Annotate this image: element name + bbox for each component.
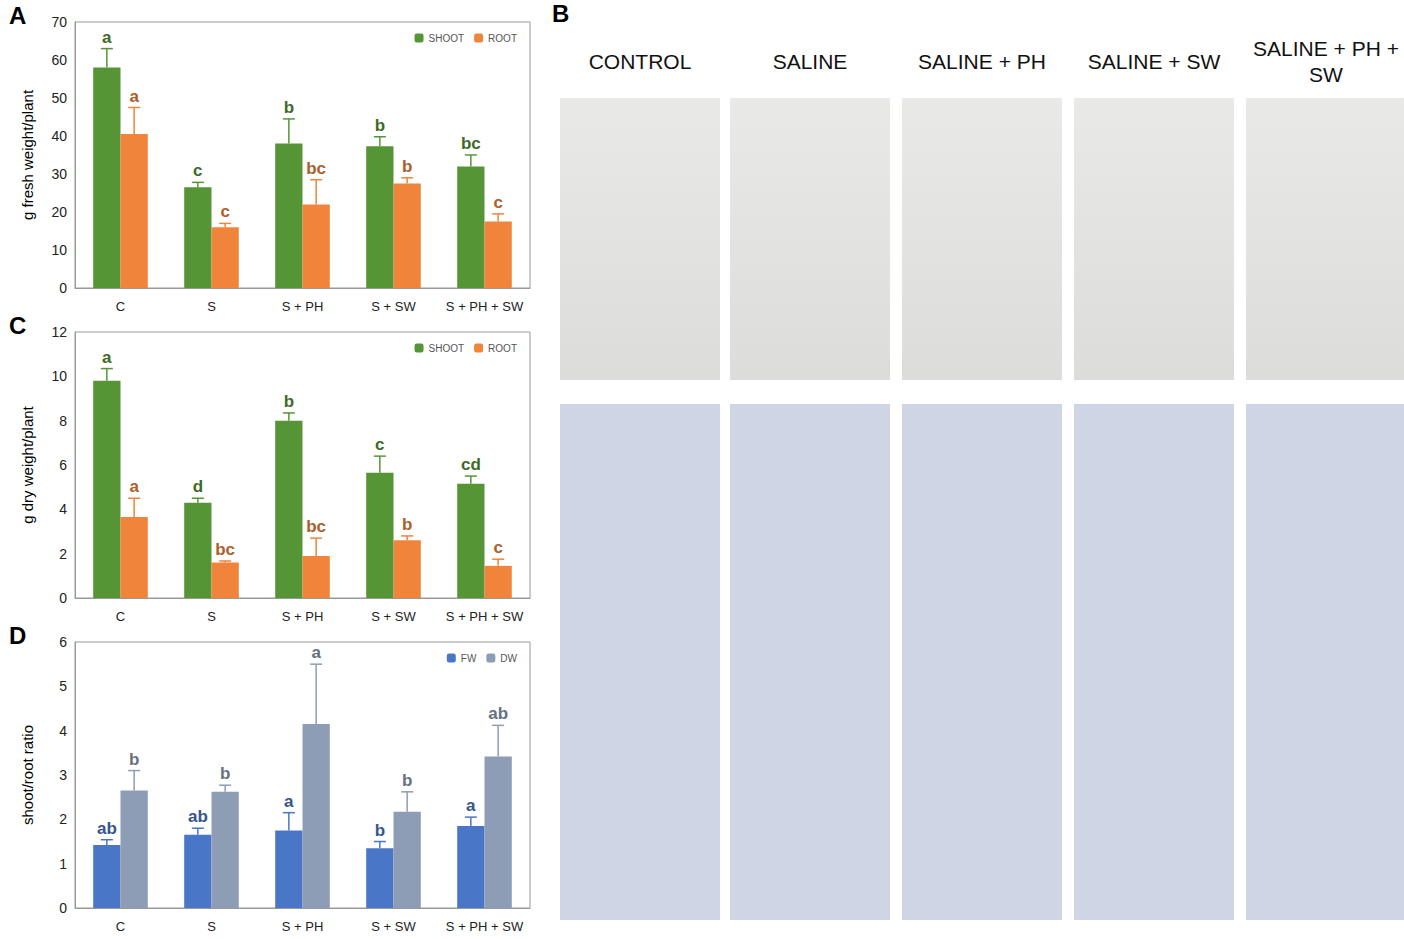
svg-text:a: a <box>129 87 139 106</box>
svg-text:70: 70 <box>51 14 67 30</box>
svg-text:S + SW: S + SW <box>371 299 416 314</box>
svg-text:6: 6 <box>59 457 67 473</box>
svg-text:S + PH: S + PH <box>282 609 324 624</box>
svg-text:ROOT: ROOT <box>488 33 517 44</box>
svg-text:a: a <box>129 477 139 496</box>
svg-text:SHOOT: SHOOT <box>429 343 465 354</box>
svg-text:0: 0 <box>59 280 67 296</box>
svg-text:20: 20 <box>51 204 67 220</box>
svg-text:0: 0 <box>59 900 67 916</box>
svg-text:SHOOT: SHOOT <box>429 33 465 44</box>
svg-text:S: S <box>207 919 216 934</box>
svg-text:1: 1 <box>59 856 67 872</box>
svg-text:d: d <box>193 477 203 496</box>
svg-text:b: b <box>402 771 412 790</box>
svg-text:S + SW: S + SW <box>371 609 416 624</box>
svg-text:S + PH: S + PH <box>282 919 324 934</box>
svg-text:50: 50 <box>51 90 67 106</box>
svg-text:a: a <box>311 643 321 662</box>
svg-text:c: c <box>375 435 384 454</box>
svg-text:a: a <box>284 792 294 811</box>
svg-text:b: b <box>375 116 385 135</box>
svg-text:S + PH + SW: S + PH + SW <box>446 609 524 624</box>
html-text:SALINE + PH + SW: SALINE + PH + SW <box>1253 37 1399 86</box>
svg-text:cd: cd <box>461 455 481 474</box>
html-text:SALINE + PH: SALINE + PH <box>918 50 1046 73</box>
svg-text:a: a <box>466 796 476 815</box>
svg-text:S + PH + SW: S + PH + SW <box>446 299 524 314</box>
svg-text:2: 2 <box>59 811 67 827</box>
svg-text:10: 10 <box>51 368 67 384</box>
svg-text:bc: bc <box>306 517 326 536</box>
html-text:SALINE + SW: SALINE + SW <box>1087 50 1221 73</box>
svg-text:b: b <box>284 98 294 117</box>
svg-text:S + PH + SW: S + PH + SW <box>446 919 524 934</box>
svg-text:bc: bc <box>461 134 481 153</box>
html-text:SALINE: SALINE <box>772 50 848 73</box>
svg-text:b: b <box>402 157 412 176</box>
svg-text:shoot/root ratio: shoot/root ratio <box>19 725 36 825</box>
svg-text:FW: FW <box>461 653 477 664</box>
svg-text:S + PH: S + PH <box>282 299 324 314</box>
svg-text:b: b <box>129 750 139 769</box>
svg-text:ab: ab <box>97 819 117 838</box>
svg-text:ab: ab <box>488 704 508 723</box>
svg-text:bc: bc <box>215 540 235 559</box>
svg-text:C: C <box>116 299 125 314</box>
svg-text:10: 10 <box>51 242 67 258</box>
svg-text:12: 12 <box>51 324 67 340</box>
svg-text:c: c <box>493 538 502 557</box>
svg-text:g fresh weight/plant: g fresh weight/plant <box>19 89 36 220</box>
svg-text:D: D <box>9 622 26 649</box>
svg-text:C: C <box>116 919 125 934</box>
svg-text:DW: DW <box>500 653 517 664</box>
svg-text:g dry weight/plant: g dry weight/plant <box>19 405 36 523</box>
html-text:CONTROL: CONTROL <box>588 50 692 73</box>
svg-text:60: 60 <box>51 52 67 68</box>
svg-text:S: S <box>207 609 216 624</box>
svg-text:3: 3 <box>59 767 67 783</box>
svg-text:8: 8 <box>59 413 67 429</box>
svg-text:c: c <box>193 161 202 180</box>
svg-text:c: c <box>493 193 502 212</box>
svg-text:S: S <box>207 299 216 314</box>
svg-text:b: b <box>284 392 294 411</box>
svg-text:ROOT: ROOT <box>488 343 517 354</box>
svg-text:4: 4 <box>59 501 67 517</box>
svg-text:bc: bc <box>306 159 326 178</box>
svg-text:6: 6 <box>59 634 67 650</box>
svg-text:b: b <box>402 515 412 534</box>
svg-text:30: 30 <box>51 166 67 182</box>
svg-text:A: A <box>9 2 26 29</box>
svg-text:C: C <box>9 312 26 339</box>
svg-text:5: 5 <box>59 678 67 694</box>
svg-text:C: C <box>116 609 125 624</box>
html-text:B: B <box>552 0 570 27</box>
svg-text:a: a <box>102 28 112 47</box>
svg-text:a: a <box>102 348 112 367</box>
svg-text:40: 40 <box>51 128 67 144</box>
svg-text:2: 2 <box>59 546 67 562</box>
svg-text:S + SW: S + SW <box>371 919 416 934</box>
svg-text:4: 4 <box>59 723 67 739</box>
svg-text:c: c <box>220 202 229 221</box>
svg-text:ab: ab <box>188 807 208 826</box>
svg-text:b: b <box>220 764 230 783</box>
svg-text:0: 0 <box>59 590 67 606</box>
svg-text:b: b <box>375 821 385 840</box>
